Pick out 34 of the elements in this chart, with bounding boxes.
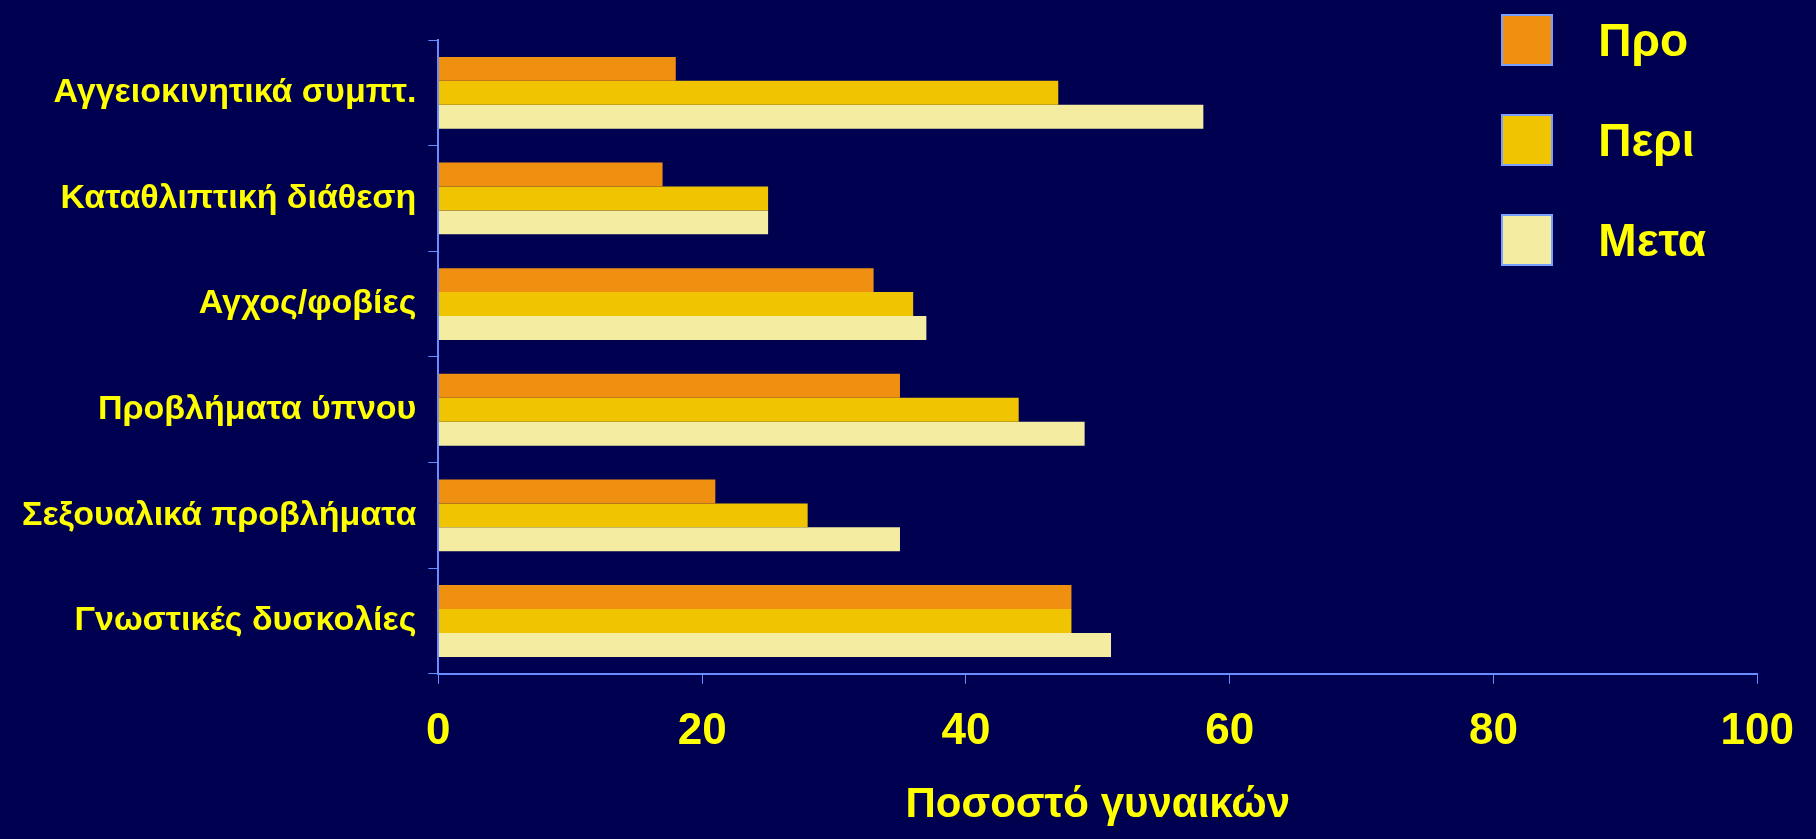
y-tick-label: Αγγειοκινητικά συμπτ. bbox=[53, 71, 417, 110]
legend-label: Προ bbox=[1598, 13, 1689, 67]
y-tick-label: Προβλήματα ύπνου bbox=[97, 388, 417, 427]
bar bbox=[438, 80, 1059, 105]
bar bbox=[438, 268, 874, 293]
bar bbox=[438, 397, 1019, 422]
x-tick-label: 60 bbox=[1205, 704, 1255, 754]
y-tick-label: Γνωστικές δυσκολίες bbox=[74, 599, 417, 638]
bar bbox=[438, 316, 927, 340]
legend-label: Μετα bbox=[1598, 213, 1706, 267]
x-tick-label: 0 bbox=[426, 704, 451, 754]
x-tick-label: 20 bbox=[677, 704, 727, 754]
bar bbox=[438, 373, 900, 398]
y-tick-label: Σεξουαλικά προβλήματα bbox=[21, 493, 417, 532]
bar bbox=[438, 104, 1204, 129]
bar bbox=[438, 527, 900, 552]
bar bbox=[438, 210, 769, 235]
x-tick-label: 80 bbox=[1469, 704, 1518, 754]
legend-label: Περι bbox=[1598, 113, 1695, 167]
bar bbox=[438, 632, 1112, 657]
x-tick-label: 40 bbox=[941, 704, 991, 754]
bar bbox=[438, 292, 914, 317]
bar bbox=[438, 421, 1085, 446]
bar bbox=[438, 186, 769, 211]
bar bbox=[438, 162, 663, 187]
bar bbox=[438, 503, 808, 528]
x-axis-title: Ποσοστό γυναικών bbox=[905, 779, 1291, 827]
bar bbox=[438, 585, 1072, 610]
y-tick-label: Καταθλιπτική διάθεση bbox=[60, 176, 417, 215]
x-tick-label: 100 bbox=[1720, 704, 1794, 754]
bar bbox=[438, 56, 676, 81]
bar bbox=[438, 609, 1072, 633]
y-tick-label: Αγχος/φοβίες bbox=[198, 282, 417, 321]
bar bbox=[438, 479, 716, 504]
